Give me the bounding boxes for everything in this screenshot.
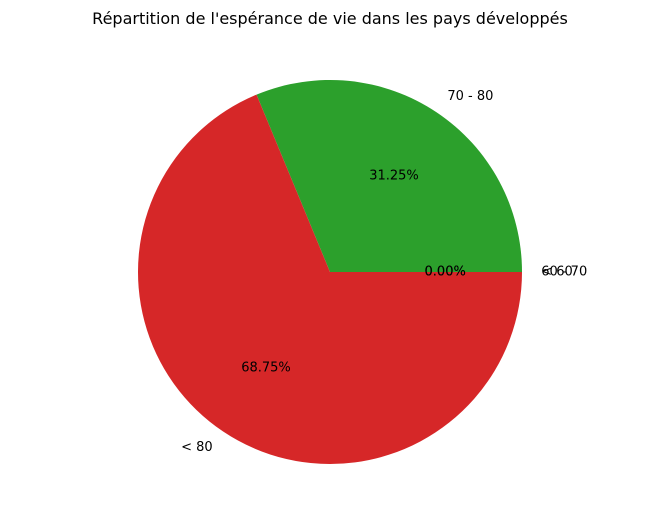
slice-percent-80-3: 68.75% [241, 360, 291, 375]
pie-slice-70-80-2 [256, 80, 522, 272]
slice-percent-60-70-1: 0.00% [425, 265, 466, 280]
pie-slice-80-3 [138, 94, 522, 465]
pie-slices [138, 80, 522, 465]
chart-title: Répartition de l'espérance de vie dans l… [92, 9, 568, 28]
slice-label-60-70-1: 60 - 70 [541, 265, 587, 280]
slice-percent-60-0: 0.00% [425, 265, 466, 280]
slice-percent-70-80-2: 31.25% [369, 169, 419, 184]
slice-label-70-80-2: 70 - 80 [447, 89, 493, 104]
slice-label-60-0: < 60 [541, 265, 573, 280]
slice-label-80-3: < 80 [181, 440, 213, 455]
